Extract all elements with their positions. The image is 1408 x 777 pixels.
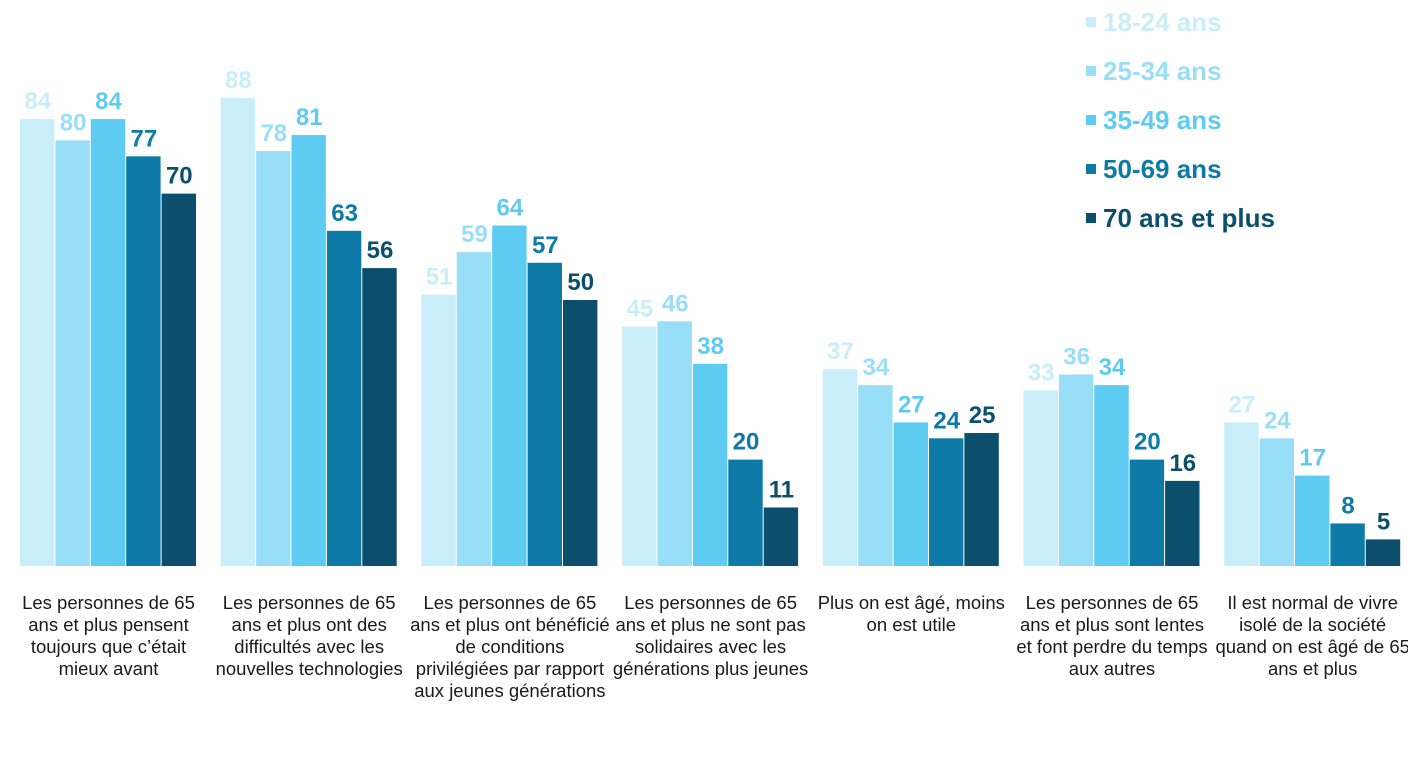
bar <box>1365 539 1401 566</box>
bar <box>822 369 858 566</box>
bar <box>492 225 527 566</box>
legend-swatch <box>1086 66 1096 76</box>
bar <box>1023 390 1058 566</box>
bar <box>563 300 598 566</box>
data-label: 27 <box>898 391 925 418</box>
bar <box>90 119 126 567</box>
category-label: Les personnes de 65 ans et plus ont béné… <box>410 592 610 701</box>
bar <box>456 252 492 566</box>
data-label: 27 <box>1229 391 1256 418</box>
data-label: 20 <box>1134 429 1161 456</box>
bar <box>728 459 763 566</box>
data-label: 50 <box>567 269 594 296</box>
category-label: Les personnes de 65 ans et plus pensent … <box>22 592 195 679</box>
data-label: 64 <box>497 195 524 222</box>
data-label: 16 <box>1169 450 1196 477</box>
data-label: 5 <box>1377 508 1390 535</box>
data-label: 70 <box>166 163 193 190</box>
data-label: 37 <box>827 338 854 365</box>
data-label: 17 <box>1299 445 1326 472</box>
bar <box>161 193 196 566</box>
bar <box>20 119 55 567</box>
bar <box>622 326 657 566</box>
data-label: 63 <box>331 200 358 227</box>
bar <box>1295 475 1330 566</box>
data-label: 88 <box>225 67 252 94</box>
bar <box>763 507 799 566</box>
bar <box>1330 523 1365 566</box>
data-label: 24 <box>1264 407 1291 434</box>
data-label: 57 <box>532 232 559 259</box>
data-label: 38 <box>697 333 724 360</box>
bar <box>657 321 692 566</box>
data-label: 84 <box>24 88 51 115</box>
legend-label: 18-24 ans <box>1103 7 1222 37</box>
bar <box>1224 422 1259 566</box>
legend-swatch <box>1086 164 1096 174</box>
data-label: 46 <box>662 290 689 317</box>
bar <box>256 151 291 567</box>
bar <box>1129 459 1165 566</box>
bar <box>326 230 362 566</box>
bar <box>858 385 893 566</box>
legend-swatch <box>1086 17 1096 27</box>
bar <box>692 363 728 566</box>
bar <box>1094 385 1129 566</box>
data-label: 34 <box>863 354 890 381</box>
legend-swatch <box>1086 213 1096 223</box>
legend-label: 70 ans et plus <box>1103 203 1275 233</box>
data-label: 11 <box>769 476 794 503</box>
data-label: 77 <box>131 125 158 152</box>
category-label: Il est normal de vivre isolé de la socié… <box>1215 592 1408 679</box>
data-label: 36 <box>1063 343 1090 370</box>
bar <box>1259 438 1294 566</box>
data-label: 51 <box>426 264 453 291</box>
bar <box>1058 374 1094 566</box>
bar <box>421 294 456 566</box>
data-label: 20 <box>733 429 760 456</box>
data-label: 25 <box>969 402 996 429</box>
bar <box>55 140 90 566</box>
bar <box>291 135 326 566</box>
legend-label: 25-34 ans <box>1103 56 1222 86</box>
data-label: 34 <box>1099 354 1126 381</box>
bar <box>964 433 999 566</box>
data-label: 81 <box>296 104 323 131</box>
category-label: Les personnes de 65 ans et plus ne sont … <box>612 592 809 679</box>
data-label: 59 <box>461 221 488 248</box>
category-label: Plus on est âgé, moins on est utile <box>817 592 1005 635</box>
bar <box>220 97 256 566</box>
data-label: 33 <box>1028 359 1055 386</box>
bar <box>893 422 928 566</box>
bar <box>527 262 562 566</box>
legend-label: 50-69 ans <box>1103 154 1222 184</box>
data-label: 80 <box>60 109 87 136</box>
legend-label: 35-49 ans <box>1103 105 1222 135</box>
bar <box>362 268 397 566</box>
data-label: 56 <box>367 237 394 264</box>
bar <box>1165 480 1200 566</box>
bar <box>929 438 964 566</box>
legend-swatch <box>1086 115 1096 125</box>
bar <box>126 156 161 567</box>
category-label: Les personnes de 65 ans et plus sont len… <box>1016 592 1208 679</box>
category-label: Les personnes de 65 ans et plus ont des … <box>215 592 403 679</box>
data-label: 78 <box>260 120 287 147</box>
data-label: 8 <box>1341 492 1354 519</box>
data-label: 45 <box>626 296 653 323</box>
data-label: 84 <box>95 88 122 115</box>
data-label: 24 <box>933 407 960 434</box>
